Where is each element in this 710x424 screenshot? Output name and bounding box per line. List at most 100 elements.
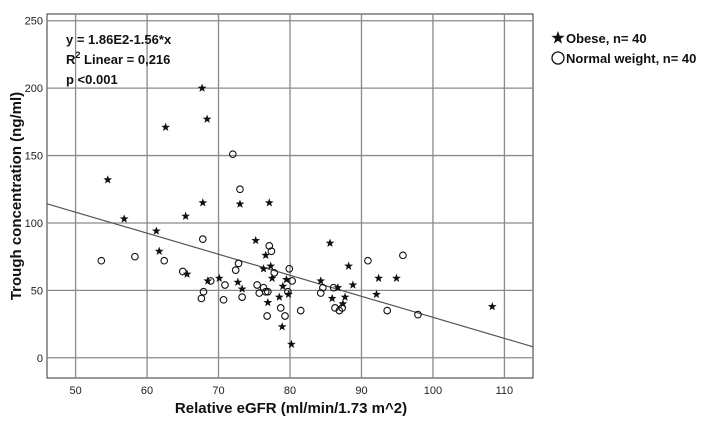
obese-point	[487, 301, 497, 311]
normal-weight-point	[236, 185, 244, 194]
normal-weight-point	[270, 268, 279, 277]
normal-weight-point	[198, 235, 207, 243]
x-tick-labels: 50 60 70 80 90 100 110	[69, 385, 513, 397]
obese-point	[274, 292, 284, 301]
normal-weight-point	[414, 310, 422, 319]
normal-weight-point	[206, 277, 215, 285]
obese-point	[266, 261, 276, 270]
obese-point	[198, 198, 208, 207]
obese-point	[340, 292, 350, 301]
obese-point	[374, 273, 383, 282]
obese-point	[182, 269, 192, 278]
normal-weight-point	[228, 150, 237, 159]
regression-equation: y = 1.86E2-1.56*x	[66, 32, 172, 47]
obese-point	[197, 83, 207, 92]
normal-weight-point	[178, 267, 187, 276]
y-axis-title: Trough concentration (ng/ml)	[8, 92, 25, 300]
y-tick-label: 50	[31, 285, 43, 297]
obese-point	[103, 175, 113, 184]
obese-point	[344, 261, 353, 270]
x-tick-label: 70	[212, 385, 224, 397]
r-squared-label: R2 Linear = 0,216	[66, 50, 170, 67]
obese-point	[119, 214, 129, 223]
obese-point	[202, 114, 212, 123]
obese-point	[181, 211, 191, 220]
obese-point	[325, 238, 335, 247]
obese-point	[338, 299, 348, 308]
legend-star-marker	[551, 31, 565, 44]
obese-point	[237, 284, 247, 293]
normal-weight-point	[285, 264, 294, 273]
normal-weight-point	[253, 281, 261, 289]
data-points	[97, 83, 497, 349]
regression-line	[46, 203, 534, 348]
y-tick-label: 250	[25, 16, 43, 28]
normal-weight-point	[261, 287, 270, 296]
legend-label-obese: Obese, n= 40	[566, 31, 647, 46]
obese-point	[161, 122, 171, 131]
legend: Obese, n= 40 Normal weight, n= 40	[551, 31, 696, 66]
y-gridlines	[47, 20, 533, 359]
normal-weight-point	[238, 293, 246, 301]
normal-weight-point	[288, 277, 296, 285]
normal-weight-point	[231, 266, 240, 274]
obese-point	[287, 339, 296, 349]
x-tick-label: 100	[424, 385, 442, 397]
p-value-label: p <0.001	[66, 72, 118, 87]
x-tick-label: 80	[284, 385, 296, 397]
legend-circle-marker	[551, 51, 565, 65]
normal-weight-point	[263, 312, 271, 320]
normal-weight-point	[281, 312, 289, 320]
obese-point	[235, 199, 245, 208]
normal-weight-point	[276, 304, 285, 312]
normal-weight-point	[199, 287, 208, 296]
obese-point	[259, 264, 268, 273]
x-tick-label: 110	[496, 385, 514, 397]
normal-weight-point	[284, 287, 292, 296]
obese-point	[278, 281, 288, 291]
obese-point	[154, 246, 164, 255]
obese-point	[282, 274, 291, 284]
normal-weight-point	[399, 251, 407, 260]
normal-weight-point	[267, 247, 276, 256]
normal-weight-point	[160, 256, 169, 265]
y-tick-labels: 0 50 100 150 200 250	[25, 16, 43, 365]
obese-point	[316, 276, 326, 285]
normal-weight-point	[263, 287, 272, 296]
obese-point	[267, 273, 277, 282]
normal-weight-point	[221, 281, 229, 289]
obese-point	[333, 283, 343, 292]
obese-point	[214, 273, 224, 282]
y-tick-label: 0	[37, 353, 43, 365]
obese-point	[261, 250, 271, 260]
obese-point	[392, 273, 401, 282]
obese-point	[372, 289, 381, 299]
x-tick-label: 60	[141, 385, 153, 397]
obese-point	[233, 277, 243, 286]
obese-point	[264, 198, 274, 207]
normal-weight-point	[383, 306, 392, 315]
y-tick-label: 150	[25, 151, 43, 163]
normal-weight-point	[296, 306, 305, 315]
obese-point	[277, 322, 287, 331]
obese-point	[263, 297, 273, 307]
normal-weight-point	[329, 283, 338, 292]
normal-weight-point	[131, 252, 139, 261]
y-tick-label: 100	[25, 218, 43, 230]
x-tick-label: 50	[69, 385, 81, 397]
normal-weight-point	[219, 295, 228, 304]
y-tick-label: 200	[25, 83, 43, 95]
normal-weight-point	[259, 283, 268, 292]
legend-label-normal-weight: Normal weight, n= 40	[566, 51, 696, 66]
normal-weight-point	[197, 294, 206, 303]
obese-point	[251, 235, 261, 245]
normal-weight-point	[338, 304, 347, 312]
normal-weight-point	[234, 259, 243, 268]
x-axis-title: Relative eGFR (ml/min/1.73 m^2)	[175, 400, 407, 417]
normal-weight-point	[97, 256, 106, 265]
obese-point	[151, 226, 161, 235]
obese-point	[327, 293, 337, 303]
normal-weight-point	[364, 256, 372, 265]
normal-weight-point	[319, 283, 327, 292]
